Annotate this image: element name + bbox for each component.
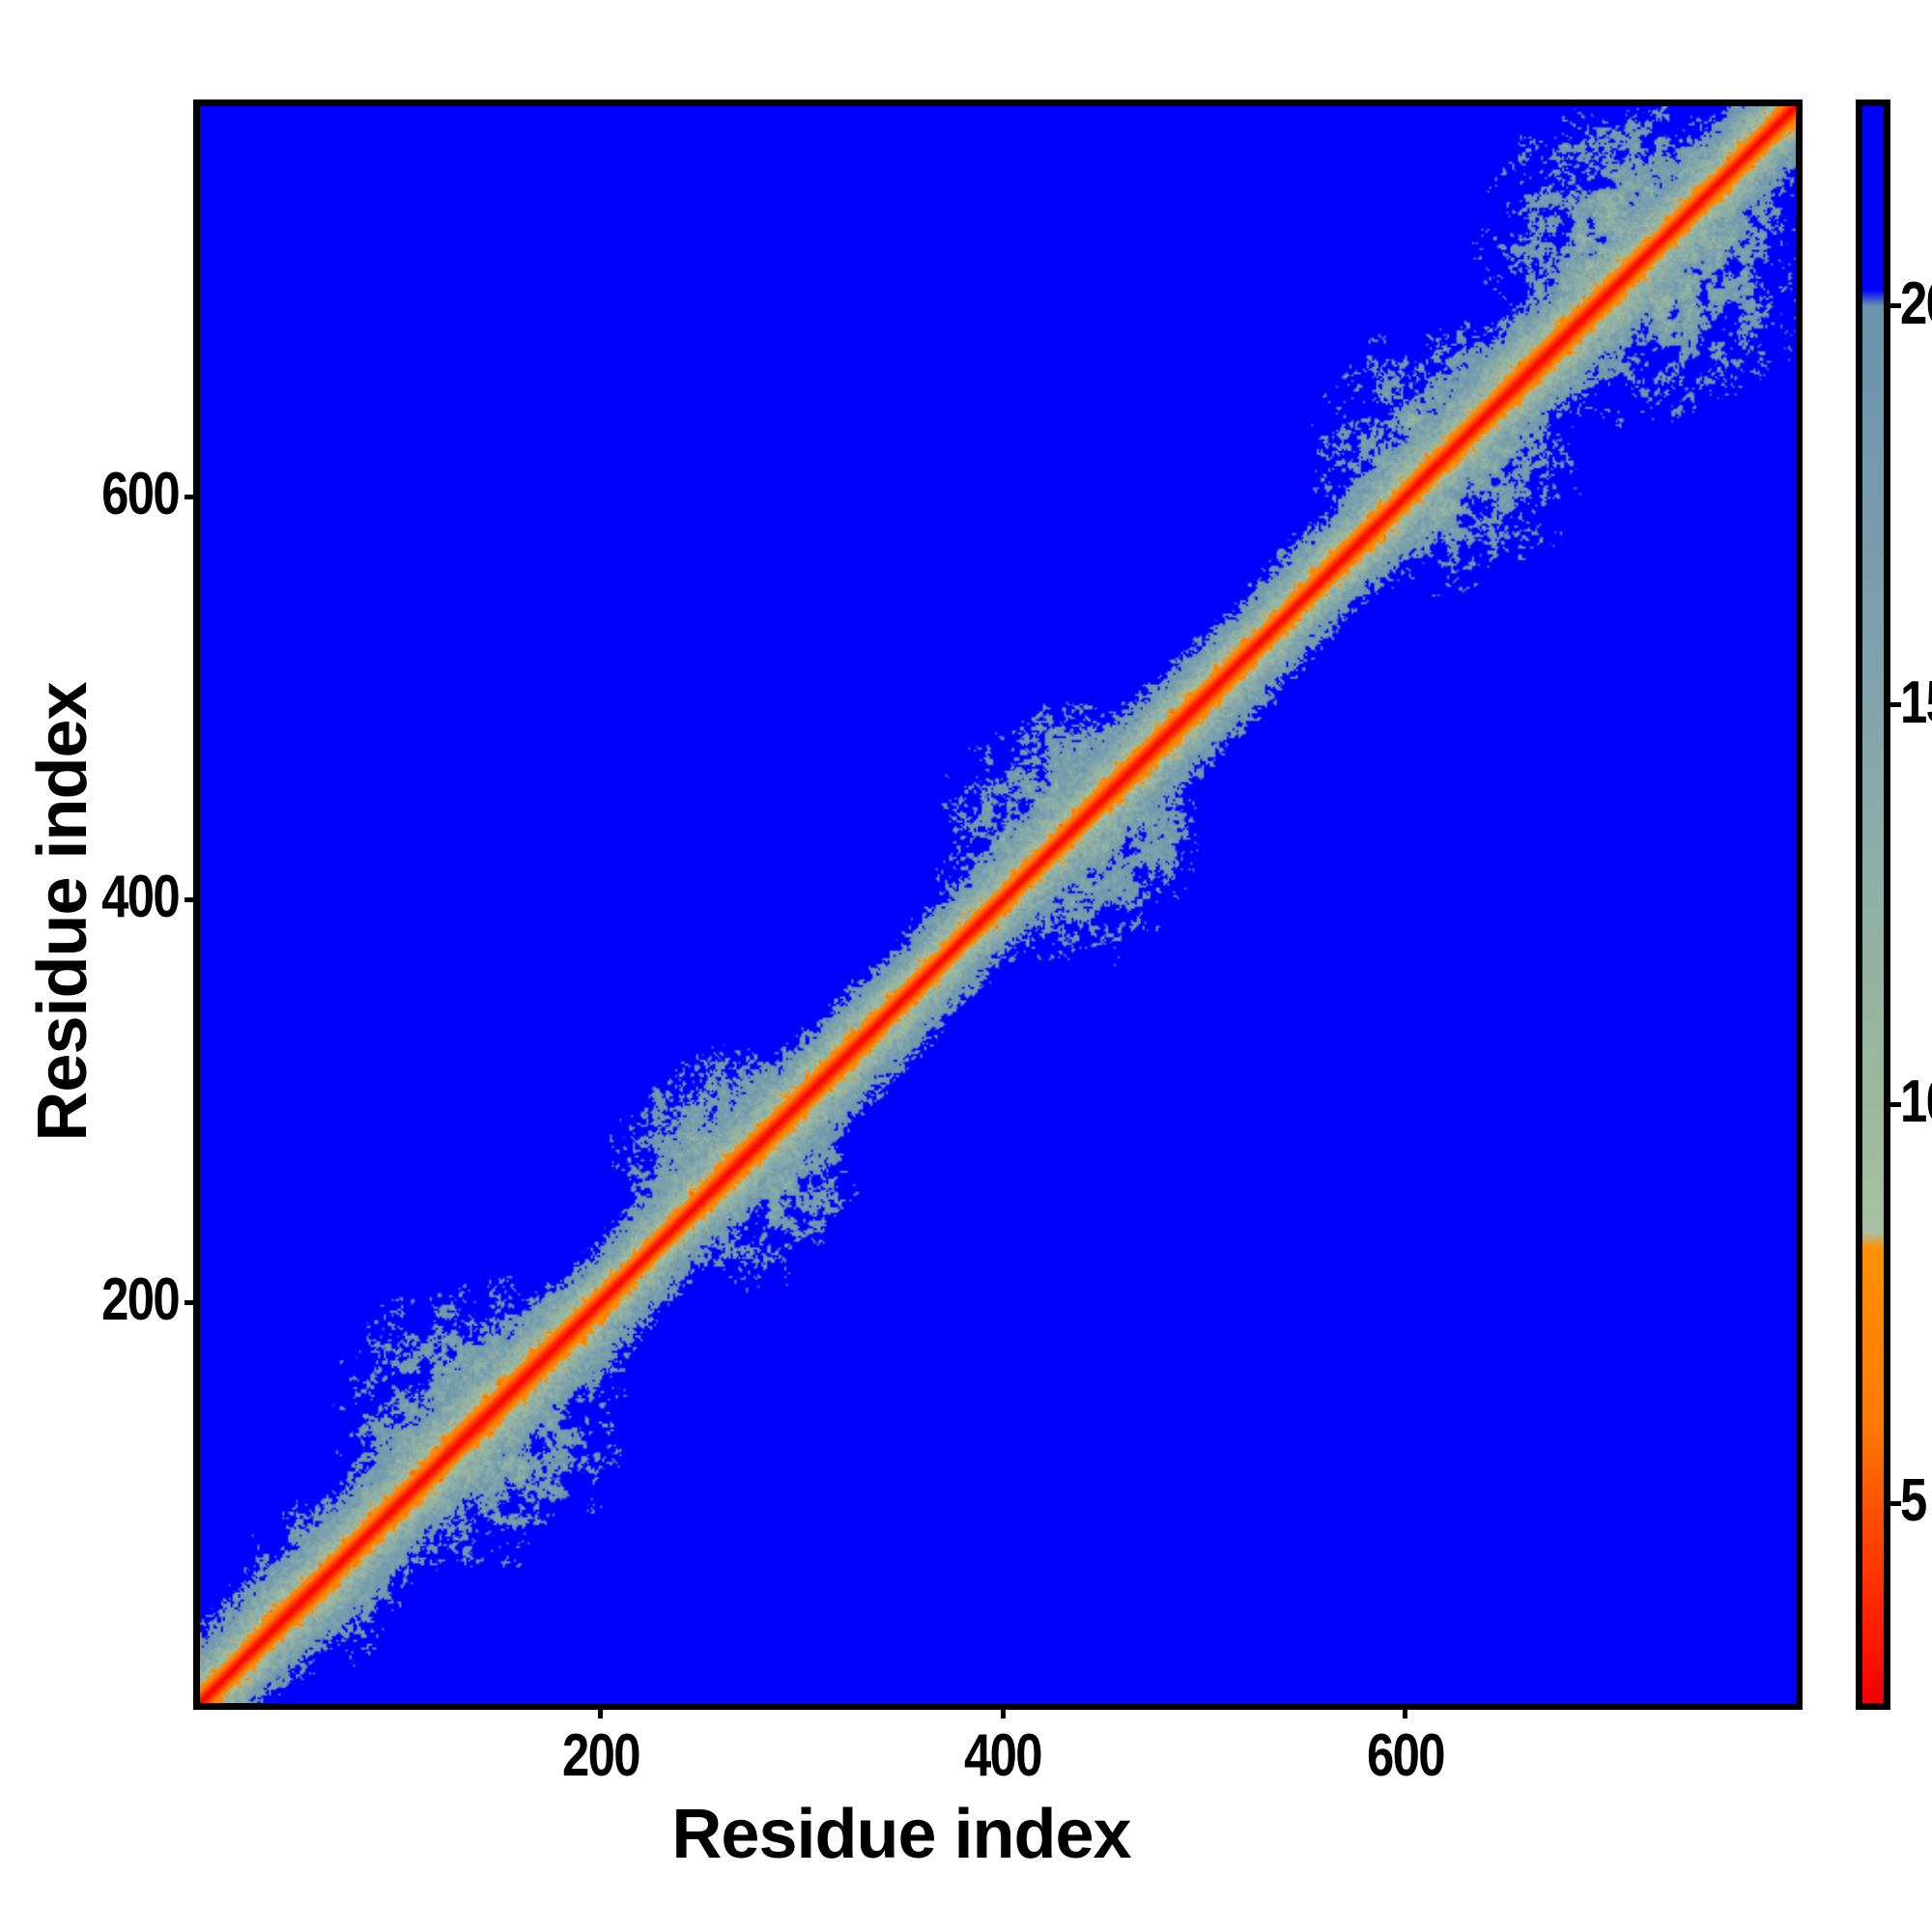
colorbar-tick-mark [1889,1101,1901,1107]
y-tick-mark [185,494,200,499]
x-tick-label: 400 [964,1722,1043,1789]
y-axis-title-wrapper: Residue index [23,91,102,1733]
x-tick-label: 600 [1366,1722,1446,1789]
colorbar [1856,99,1890,1710]
colorbar-tick-label: 20 [1900,270,1932,337]
colorbar-tick-mark [1889,303,1901,309]
distance-matrix-heatmap [200,106,1796,1703]
x-axis-title: Residue index [671,1796,1131,1873]
y-tick-label: 400 [101,864,181,931]
colorbar-tick-mark [1889,1500,1901,1506]
y-tick-mark [185,1299,200,1305]
y-tick-mark [185,896,200,902]
x-tick-mark [1000,1703,1006,1719]
x-tick-mark [1403,1703,1408,1719]
colorbar-tick-label: 10 [1900,1068,1932,1136]
colorbar-gradient [1862,106,1884,1703]
y-tick-label: 200 [101,1266,181,1334]
x-tick-label: 200 [561,1722,641,1789]
y-tick-label: 600 [101,461,181,528]
x-tick-mark [598,1703,604,1719]
colorbar-tick-label: 15 [1900,668,1932,736]
colorbar-tick-mark [1889,702,1901,708]
y-axis-title: Residue index [24,682,101,1142]
colorbar-tick-label: 5 [1900,1467,1927,1535]
plot-area [193,99,1803,1710]
